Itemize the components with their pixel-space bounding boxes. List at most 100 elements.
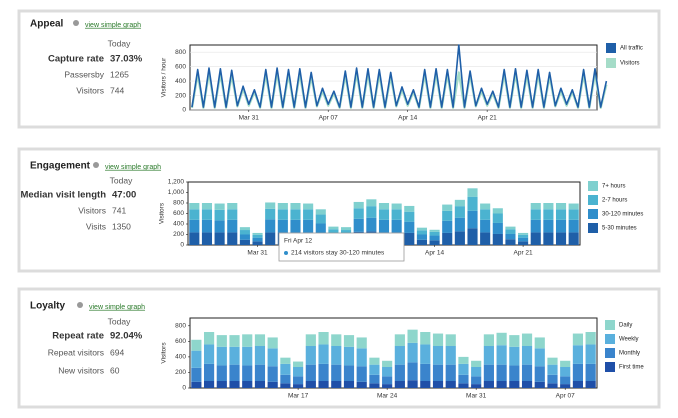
bar-segment [407,329,418,343]
bar-segment [280,374,291,384]
bar-segment [454,231,465,245]
bar-segment [518,241,529,245]
x-tick-label: Mar 17 [288,393,309,400]
bar-segment [293,376,304,385]
bar-segment [416,227,427,231]
bar-segment [378,203,390,210]
legend-label: 30-120 minutes [602,212,643,218]
bar-segment [252,234,263,238]
bar-segment [509,346,520,366]
x-tick-label: Mar 31 [466,393,487,400]
legend-label: First time [619,365,644,371]
bar-segment [480,209,491,220]
bar-segment [404,211,415,222]
bar-segment [543,203,554,210]
stat-label: Passersby [64,69,104,79]
y-tick-label: 200 [175,92,186,99]
bar-segment [568,232,579,245]
legend-label: 2-7 hours [602,198,627,204]
bar-segment [394,346,405,365]
y-tick-label: 600 [173,210,184,217]
bar-segment [191,381,202,388]
bar-segment [492,213,503,223]
bar-segment [543,209,554,220]
x-tick-label: Apr 14 [425,250,445,257]
bar-segment [343,346,355,366]
bar-segment [547,383,558,388]
bar-segment [369,364,380,375]
bar-segment [356,381,367,388]
bar-segment [555,209,567,220]
legend-swatch [606,58,616,68]
bar-segment [229,335,240,347]
bar-segment [416,230,427,235]
bar-segment [305,346,316,365]
bar-segment [458,374,469,384]
bar-segment [585,363,596,381]
panel-title: Loyalty [30,301,65,312]
bar-segment [518,234,529,238]
bar-segment [328,229,339,234]
simple-graph-link[interactable]: view simple graph [85,22,141,29]
bar-segment [521,346,533,365]
bar-segment [191,367,202,382]
bar-segment [254,334,266,346]
stat-label: Visitors [78,205,106,215]
bar-segment [483,334,494,346]
bar-segment [252,241,263,245]
bar-segment [534,348,545,367]
bar-segment [454,199,465,207]
bar-segment [239,227,250,231]
bar-segment [568,203,579,210]
x-tick-label: Mar 31 [247,250,268,257]
bar-segment [467,228,478,245]
bar-segment [420,363,431,381]
bar-segment [496,364,507,381]
bar-segment [191,339,202,351]
bar-segment [442,220,453,233]
bar-segment [555,232,567,245]
legend-swatch [588,223,598,233]
bar-segment [227,219,238,233]
bar-segment [356,366,367,382]
bar-segment [391,219,402,233]
bar-segment [420,332,431,345]
bar-segment [467,210,478,229]
bar-segment [432,333,444,346]
bar-segment [521,333,533,346]
bar-segment [442,232,453,245]
y-axis-label: Visitors [159,202,166,224]
info-icon [77,302,83,308]
bar-segment [254,364,266,381]
bar-segment [293,367,304,377]
bar-segment [518,232,529,235]
bar-segment [429,235,440,241]
simple-graph-link[interactable]: view simple graph [105,164,161,171]
bar-segment [356,348,367,367]
bar-segment [547,357,558,365]
info-icon [93,162,99,168]
bar-segment [305,381,316,388]
bar-segment [242,334,253,347]
bar-segment [407,380,418,388]
bar-segment [530,219,541,233]
tooltip-dot [284,251,288,255]
bar-segment [480,219,491,233]
simple-graph-link[interactable]: view simple graph [89,304,145,311]
bar-segment [353,208,364,219]
y-axis-label: Visitors / hour [161,57,168,97]
bar-segment [420,344,431,364]
bar-segment [303,219,314,233]
y-tick-label: 600 [175,63,186,70]
bar-segment [483,381,494,388]
y-tick-label: 400 [173,221,184,228]
bar-segment [252,237,263,242]
stat-label: Repeat visitors [48,347,104,357]
bar-segment [277,203,288,210]
series-line [191,44,608,108]
bar-segment [331,364,342,381]
bar-segment [305,334,316,346]
bar-segment [315,209,326,215]
bar-segment [378,209,390,220]
bar-segment [530,232,541,245]
